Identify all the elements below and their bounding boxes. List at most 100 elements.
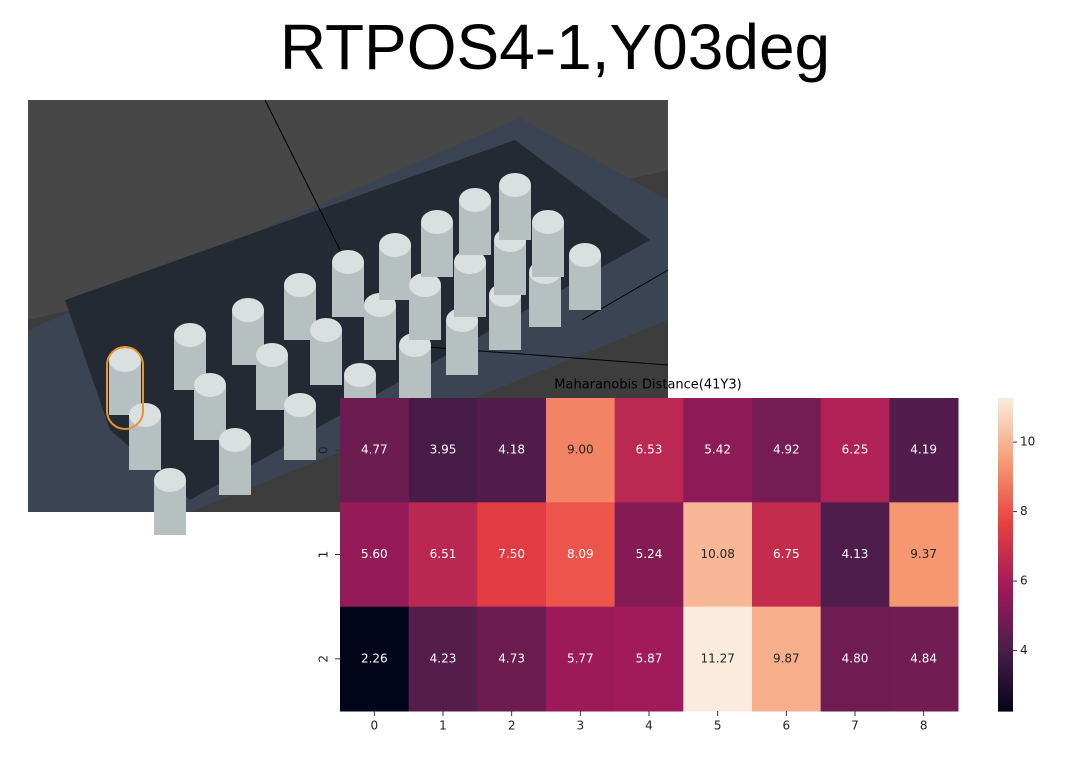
colorbar-segment <box>998 499 1013 503</box>
cylinder-top <box>344 363 376 387</box>
connector <box>581 269 669 321</box>
colorbar-tick-label: 4 <box>1020 643 1028 657</box>
x-tick-label: 5 <box>714 719 722 733</box>
colorbar-segment <box>998 473 1013 477</box>
colorbar-segment <box>998 598 1013 603</box>
colorbar-segment <box>998 510 1013 514</box>
render-image <box>28 99 669 535</box>
heatmap-cell <box>683 398 753 503</box>
colorbar-segment <box>998 591 1013 595</box>
colorbar-segment <box>998 645 1013 649</box>
colorbar-segment <box>998 465 1013 470</box>
colorbar-segment <box>998 617 1013 621</box>
colorbar-segment <box>998 708 1013 712</box>
colorbar-segment <box>998 619 1013 623</box>
colorbar-segment <box>998 604 1013 608</box>
colorbar-segment <box>998 687 1013 691</box>
colorbar-segment <box>998 695 1013 699</box>
colorbar-segment <box>998 520 1013 524</box>
colorbar-segment <box>998 523 1013 527</box>
colorbar-segment <box>998 606 1013 610</box>
colorbar-segment <box>998 525 1013 530</box>
colorbar-segment <box>998 494 1013 498</box>
colorbar-segment <box>998 416 1013 420</box>
cell-label: 10.08 <box>700 547 734 561</box>
colorbar-segment <box>998 434 1013 438</box>
colorbar-segment <box>998 484 1013 488</box>
colorbar-segment <box>998 593 1013 597</box>
heatmap-cell <box>889 398 959 503</box>
colorbar-segment <box>998 481 1013 485</box>
cell-label: 4.13 <box>842 547 869 561</box>
colorbar-segment <box>998 658 1013 663</box>
heatmap-cell <box>614 502 684 608</box>
colorbar-segment <box>998 497 1013 501</box>
colorbar-segment <box>998 564 1013 569</box>
cylinder-top <box>109 348 141 372</box>
colorbar-segment <box>998 601 1013 605</box>
colorbar-segment <box>998 559 1013 563</box>
heatmap-cell <box>752 398 822 503</box>
colorbar-segment <box>998 630 1013 634</box>
colorbar-segment <box>998 444 1013 449</box>
colorbar-tick-label: 6 <box>1020 574 1028 588</box>
chart-title: Maharanobis Distance(41Y3) <box>554 378 741 393</box>
colorbar-segment <box>998 609 1013 613</box>
colorbar-segment <box>998 577 1013 582</box>
colorbar-segment <box>998 478 1013 483</box>
x-tick-label: 7 <box>851 719 859 733</box>
heatmap-cell <box>408 502 478 608</box>
cell-label: 4.18 <box>498 443 525 457</box>
cylinder-top <box>454 250 486 274</box>
cylinder-top <box>310 318 342 342</box>
cell-label: 5.77 <box>567 651 594 665</box>
cell-label: 6.53 <box>636 443 663 457</box>
colorbar-segment <box>998 544 1013 548</box>
colorbar-segment <box>998 421 1013 425</box>
cell-label: 4.73 <box>498 651 525 665</box>
colorbar-segment <box>998 541 1013 545</box>
heatmap-cell <box>408 398 478 503</box>
colorbar-segment <box>998 624 1013 629</box>
colorbar-segment <box>998 580 1013 584</box>
heatmap-cell <box>477 502 547 608</box>
colorbar-segment <box>998 400 1013 404</box>
colorbar-segment <box>998 664 1013 668</box>
cell-label: 4.92 <box>773 443 800 457</box>
colorbar-segment <box>998 677 1013 681</box>
colorbar-segment <box>998 703 1013 707</box>
colorbar-segment <box>998 648 1013 652</box>
colorbar-segment <box>998 457 1013 462</box>
selected-cylinder <box>106 346 144 430</box>
cylinder-top <box>569 243 601 267</box>
colorbar-segment <box>998 502 1013 506</box>
connector <box>399 344 669 366</box>
cell-label: 4.19 <box>910 443 937 457</box>
cylinder-top <box>499 173 531 197</box>
colorbar-segment <box>998 463 1013 467</box>
colorbar-segment <box>998 531 1013 535</box>
colorbar-segment <box>998 611 1013 616</box>
colorbar-segment <box>998 585 1013 590</box>
colorbar-segment <box>998 405 1013 410</box>
cell-label: 5.42 <box>704 443 731 457</box>
colorbar-segment <box>998 411 1013 415</box>
colorbar-segment <box>998 575 1013 579</box>
colorbar-segment <box>998 570 1013 574</box>
cylinder-top <box>256 343 288 367</box>
cell-label: 4.23 <box>430 651 457 665</box>
colorbar-segment <box>998 651 1013 655</box>
colorbar-segment <box>998 413 1013 417</box>
heatmap-cell <box>340 502 410 608</box>
cylinder-top <box>459 188 491 212</box>
colorbar-segment <box>998 546 1013 550</box>
colorbar-segment <box>998 635 1013 639</box>
colorbar-segment <box>998 486 1013 490</box>
y-tick-label: 0 <box>317 446 331 454</box>
x-tick-label: 3 <box>577 719 585 733</box>
cell-label: 3.95 <box>430 443 457 457</box>
colorbar-segment <box>998 700 1013 704</box>
heatmap-cell <box>752 606 822 712</box>
colorbar-segment <box>998 627 1013 631</box>
cell-label: 4.77 <box>361 443 388 457</box>
